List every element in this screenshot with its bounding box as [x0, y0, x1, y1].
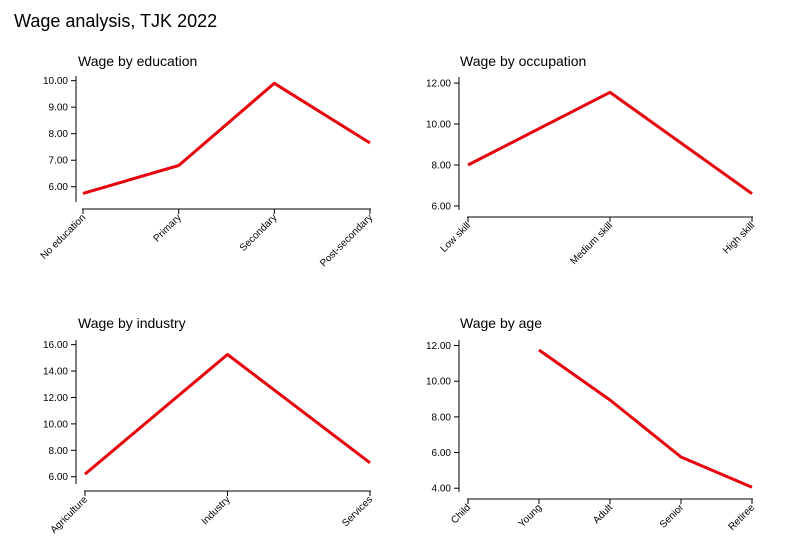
x-tick-label: Agriculture — [49, 494, 91, 536]
x-tick-label: High skill — [721, 220, 757, 256]
y-tick-label: 10.00 — [43, 76, 68, 87]
y-tick-label: 9.00 — [49, 103, 69, 114]
y-tick-label: 8.00 — [49, 446, 69, 457]
x-tick-label: No education — [39, 212, 88, 261]
x-tick-label: Senior — [658, 502, 687, 531]
y-tick-label: 6.00 — [49, 472, 69, 483]
y-tick-label: 4.00 — [432, 484, 452, 495]
panel-title: Wage by education — [78, 53, 197, 69]
y-tick-label: 8.00 — [49, 129, 69, 140]
y-tick-label: 6.00 — [49, 182, 69, 193]
panel-title: Wage by occupation — [460, 53, 586, 69]
chart-panel-4: Wage by age 12.00 10.00 8.00 6.00 4.00 Child Yo… — [426, 315, 757, 533]
y-tick-label: 10.00 — [426, 120, 451, 131]
x-tick-label: Young — [517, 502, 545, 530]
x-tick-label: Secondary — [238, 212, 280, 254]
x-tick-label: Services — [340, 494, 375, 529]
y-tick-label: 12.00 — [426, 79, 451, 90]
x-tick-label: Industry — [200, 494, 233, 527]
chart-panel-2: Wage by occupation 12.00 10.00 8.00 6.00 Low … — [426, 53, 757, 267]
panel-title: Wage by age — [460, 315, 542, 331]
y-tick-label: 10.00 — [426, 377, 451, 388]
x-tick-label: Primary — [152, 212, 184, 244]
panel-title: Wage by industry — [78, 315, 186, 331]
y-tick-label: 6.00 — [432, 201, 452, 212]
y-tick-label: 8.00 — [432, 412, 452, 423]
series-line — [82, 81, 371, 195]
y-tick-label: 7.00 — [49, 156, 69, 167]
series-line — [84, 353, 371, 476]
x-tick-label: Low skill — [439, 220, 474, 255]
series-line — [538, 348, 753, 489]
series-line — [467, 90, 753, 195]
x-tick-label: Retiree — [727, 502, 758, 533]
y-tick-label: 6.00 — [432, 448, 452, 459]
y-tick-label: 12.00 — [43, 393, 68, 404]
y-tick-label: 10.00 — [43, 419, 68, 430]
main-title: Wage analysis, TJK 2022 — [14, 11, 217, 31]
y-tick-label: 14.00 — [43, 367, 68, 378]
y-tick-label: 16.00 — [43, 340, 68, 351]
y-tick-label: 8.00 — [432, 161, 452, 172]
chart-panel-3: Wage by industry 16.00 14.00 12.00 10.00 8.00… — [43, 315, 375, 536]
x-tick-label: Adult — [591, 502, 615, 526]
chart-panel-1: Wage by education 10.00 9.00 8.00 7.00 6.00 No… — [39, 53, 375, 269]
x-tick-label: Post-secondary — [318, 212, 375, 269]
x-tick-label: Child — [449, 502, 473, 526]
x-tick-label: Medium skill — [568, 220, 615, 267]
y-tick-label: 12.00 — [426, 341, 451, 352]
